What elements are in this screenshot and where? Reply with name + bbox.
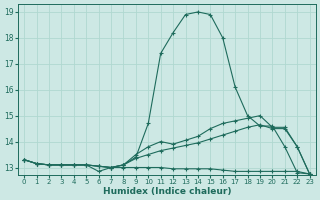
X-axis label: Humidex (Indice chaleur): Humidex (Indice chaleur): [103, 187, 231, 196]
